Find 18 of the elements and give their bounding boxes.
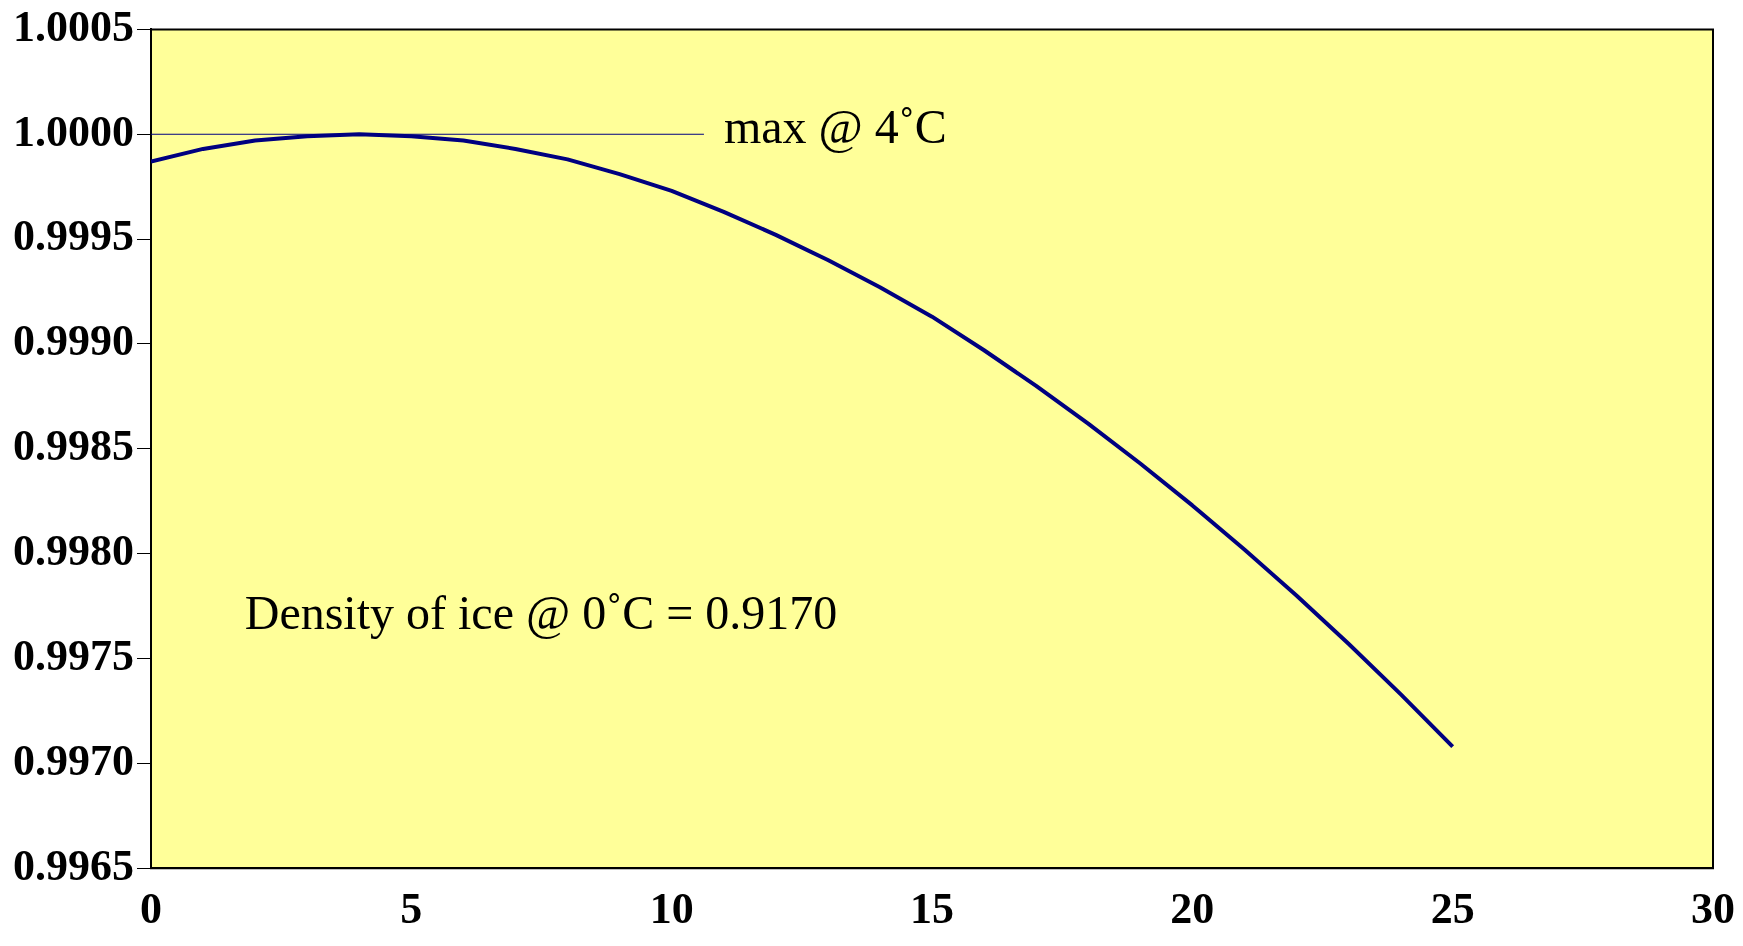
x-tick-label: 10: [649, 883, 694, 933]
x-tick-label: 20: [1170, 883, 1215, 933]
y-tick-label: 0.9990: [13, 316, 134, 366]
y-tick-label: 0.9995: [13, 211, 134, 261]
y-tick-label: 0.9985: [13, 421, 134, 471]
ref-line-label: max @ 4˚C: [723, 99, 947, 153]
x-tick-label: 5: [400, 883, 423, 933]
x-tick-label: 30: [1691, 883, 1735, 933]
x-tick-label: 0: [140, 883, 162, 933]
y-tick-label: 0.9965: [13, 840, 134, 890]
y-tick-label: 0.9980: [13, 526, 134, 576]
x-tick-label: 25: [1430, 883, 1475, 933]
y-tick-label: 1.0000: [13, 106, 134, 156]
annotation: Density of ice @ 0˚C = 0.9170: [244, 586, 838, 640]
x-tick-label: 15: [910, 883, 954, 933]
y-tick-label: 0.9970: [13, 735, 134, 785]
y-tick-label: 1.0005: [13, 1, 134, 51]
y-tick-label: 0.9975: [13, 630, 134, 680]
